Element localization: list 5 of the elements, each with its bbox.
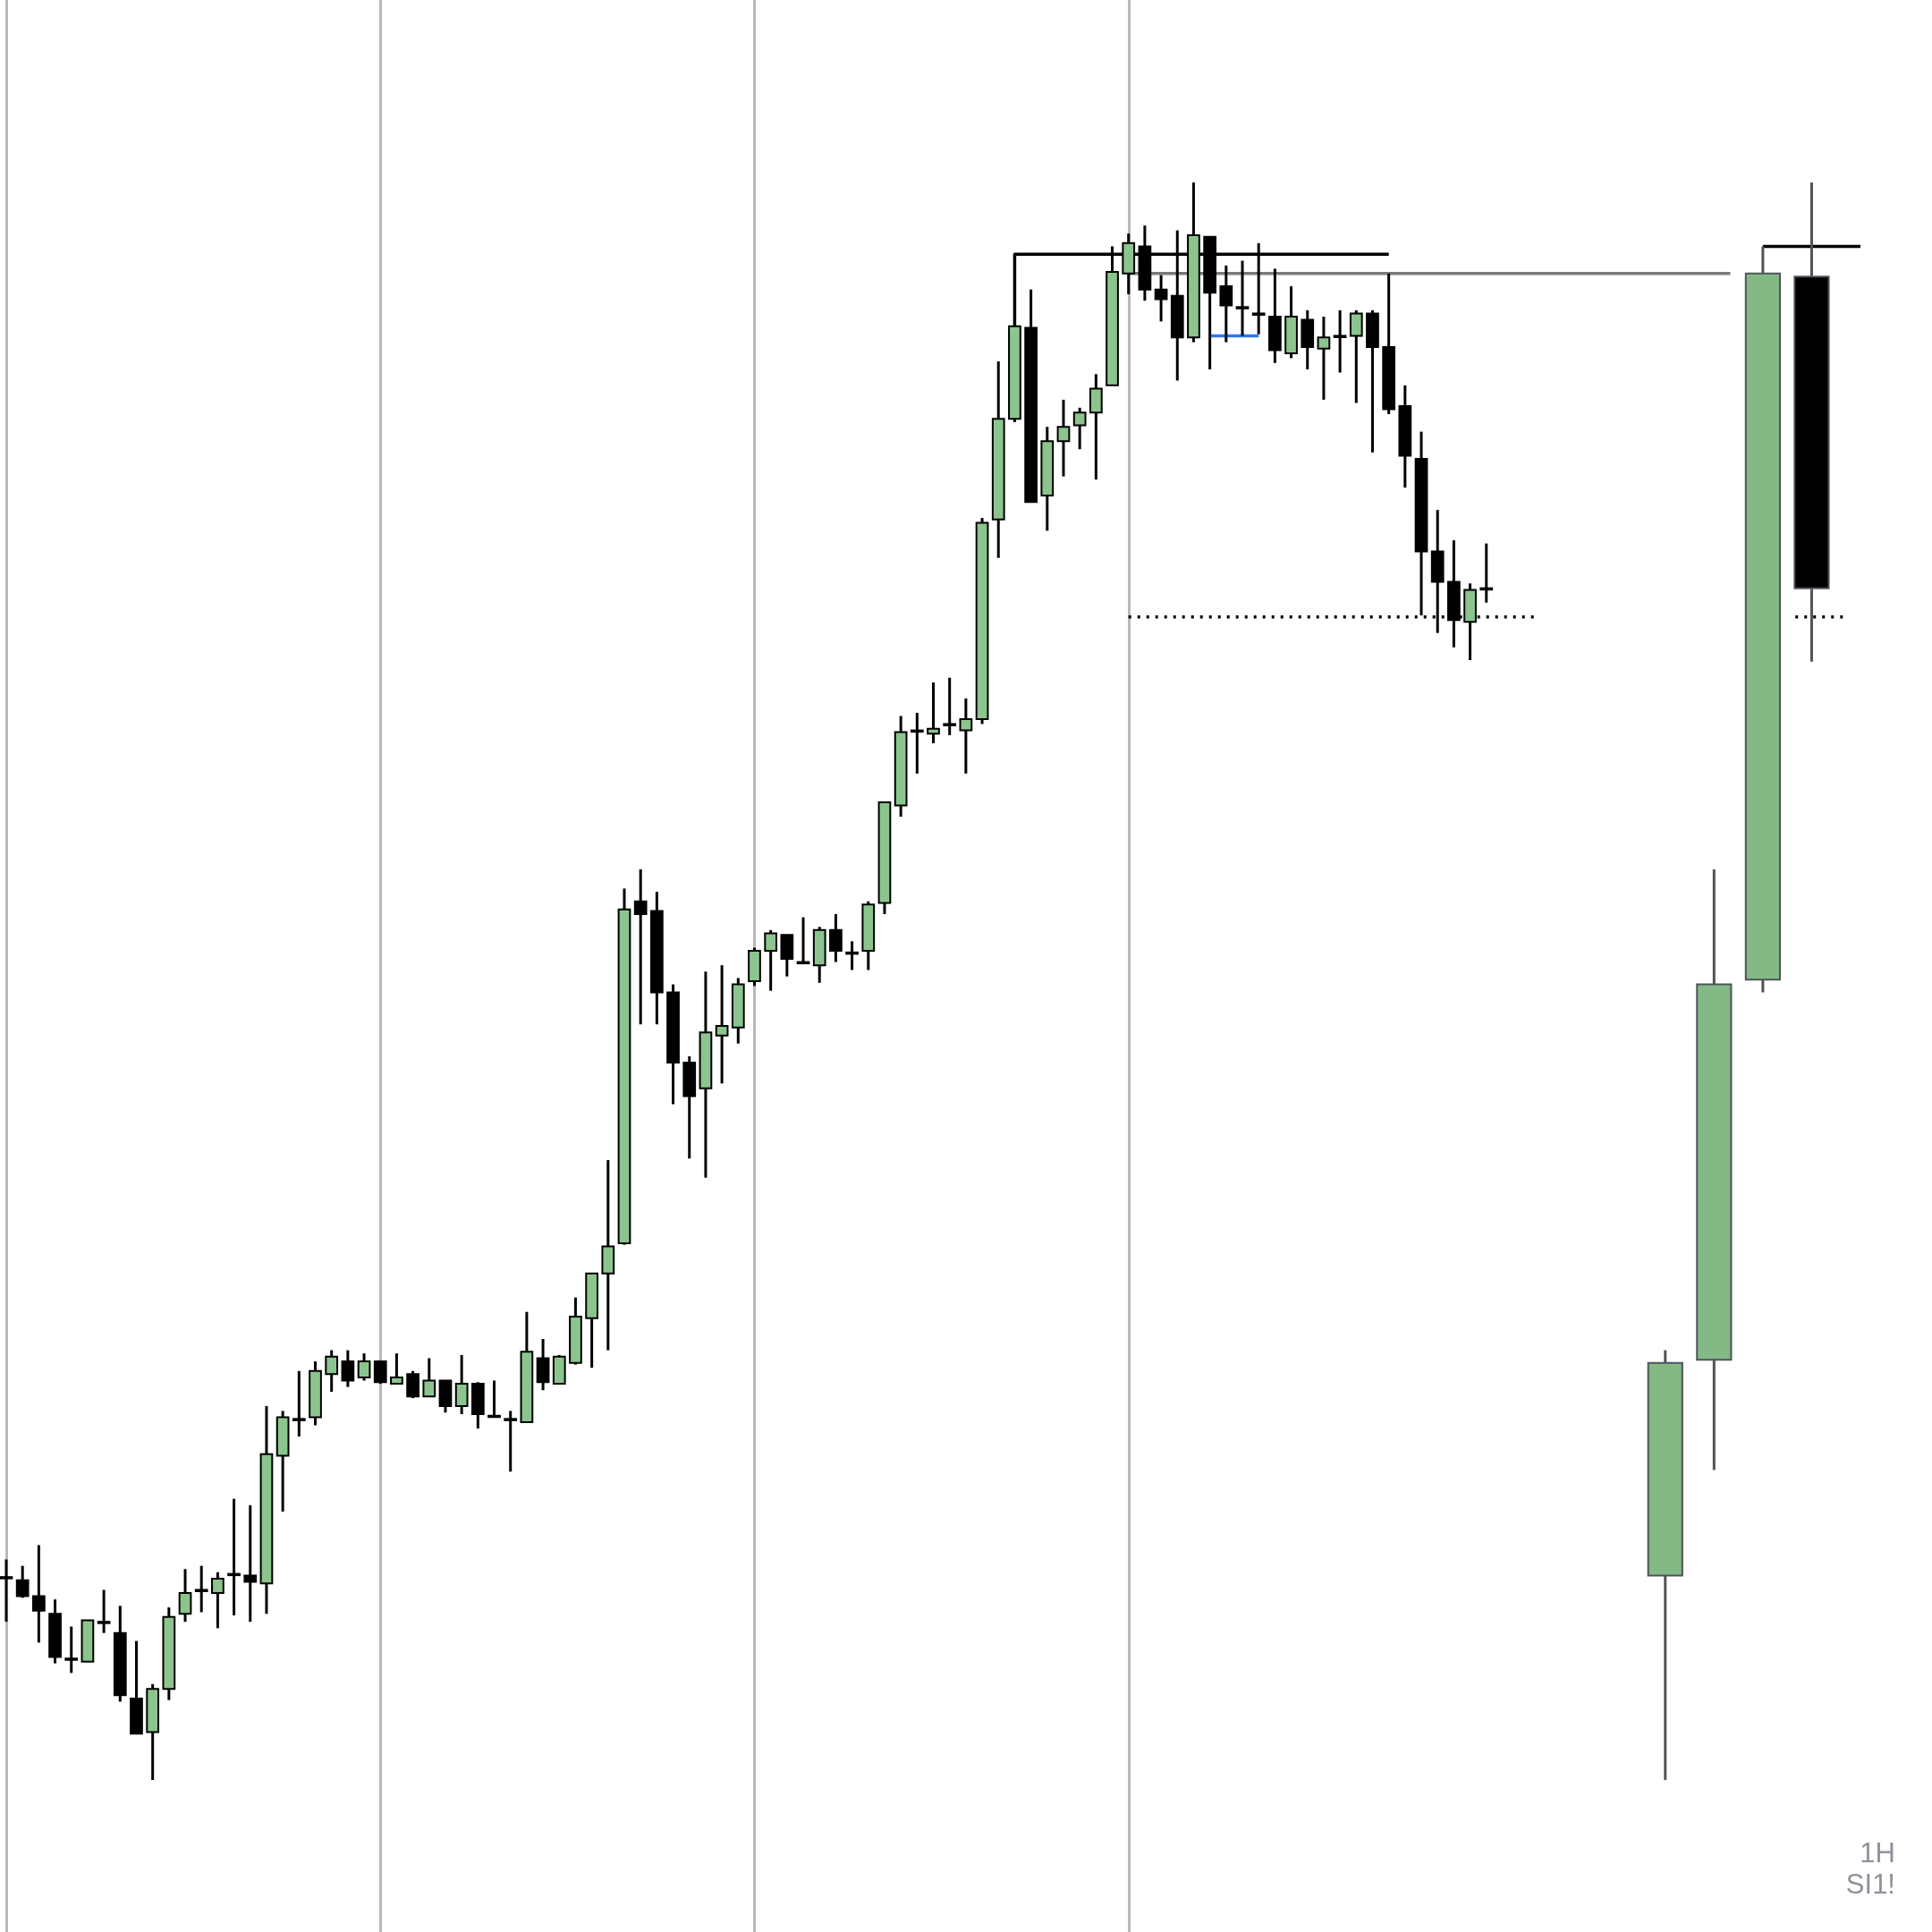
candlestick xyxy=(1744,246,1781,993)
text: SI1! xyxy=(1845,1868,1895,1900)
text: 1H xyxy=(1859,1837,1895,1868)
candlestick xyxy=(1696,869,1733,1470)
candlestick xyxy=(1647,1350,1683,1780)
